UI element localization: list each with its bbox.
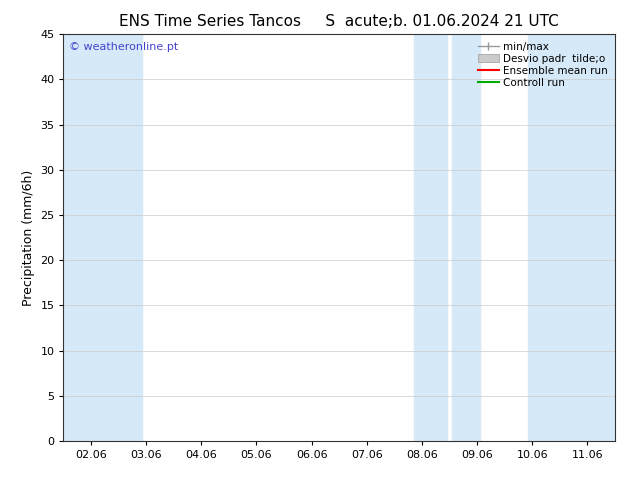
Legend: min/max, Desvio padr  tilde;o, Ensemble mean run, Controll run: min/max, Desvio padr tilde;o, Ensemble m… — [474, 37, 612, 92]
Text: © weatheronline.pt: © weatheronline.pt — [69, 43, 178, 52]
Bar — [63, 34, 142, 441]
Title: ENS Time Series Tancos     S  acute;b. 01.06.2024 21 UTC: ENS Time Series Tancos S acute;b. 01.06.… — [119, 14, 559, 29]
Bar — [452, 34, 480, 441]
Y-axis label: Precipitation (mm/6h): Precipitation (mm/6h) — [22, 170, 35, 306]
Bar — [528, 34, 615, 441]
Bar — [413, 34, 447, 441]
